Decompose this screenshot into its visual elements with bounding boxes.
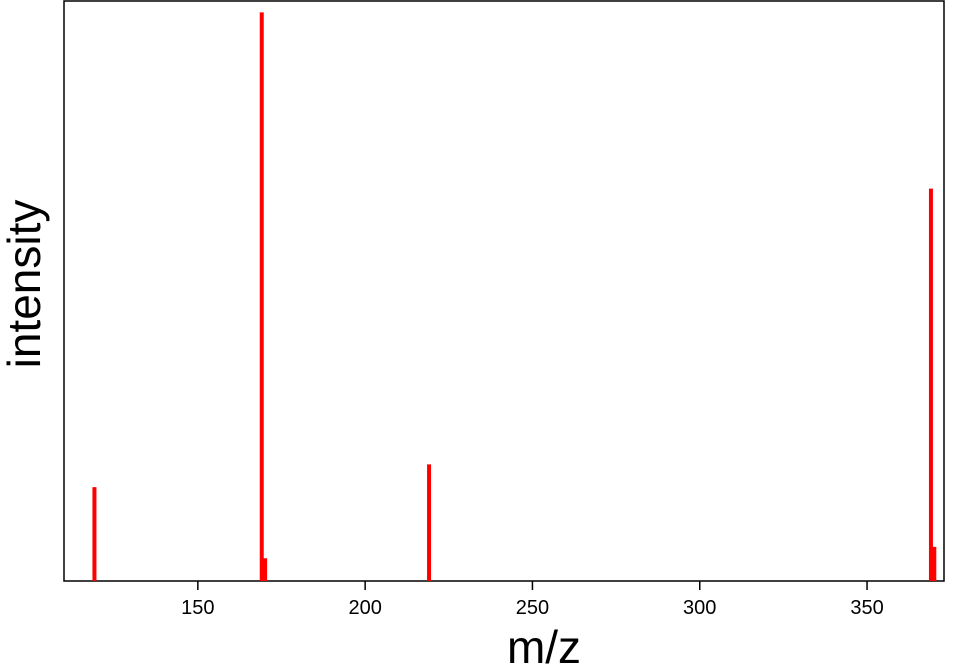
x-tick-label-3: 300 [683, 597, 716, 619]
y-axis-title: intensity [0, 200, 50, 369]
x-axis: 150 200 250 300 350 [181, 581, 884, 619]
plot-frame [63, 0, 945, 582]
x-tick-label-4: 350 [850, 597, 883, 619]
x-tick-label-1: 200 [348, 597, 381, 619]
x-tick-label-2: 250 [516, 597, 549, 619]
x-axis-title: m/z [507, 621, 581, 665]
x-tick-label-0: 150 [181, 597, 214, 619]
peaks-layer [92, 12, 937, 581]
